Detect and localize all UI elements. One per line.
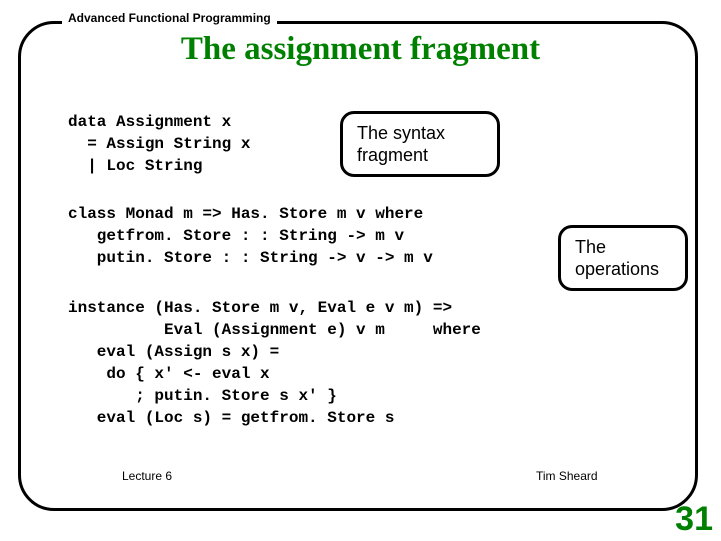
callout-operations: The operations xyxy=(558,225,688,291)
code-block-instance: instance (Has. Store m v, Eval e v m) =>… xyxy=(68,297,481,429)
footer-lecture: Lecture 6 xyxy=(122,469,172,483)
code-block-data: data Assignment x = Assign String x | Lo… xyxy=(68,111,250,177)
callout-operations-text: The operations xyxy=(575,237,659,279)
callout-syntax-text: The syntax fragment xyxy=(357,123,445,165)
footer-author: Tim Sheard xyxy=(536,469,598,483)
page-number: 31 xyxy=(675,500,713,539)
header-label: Advanced Functional Programming xyxy=(62,11,277,25)
code-block-class: class Monad m => Has. Store m v where ge… xyxy=(68,203,433,269)
slide-title: The assignment fragment xyxy=(0,31,721,68)
callout-syntax: The syntax fragment xyxy=(340,111,500,177)
